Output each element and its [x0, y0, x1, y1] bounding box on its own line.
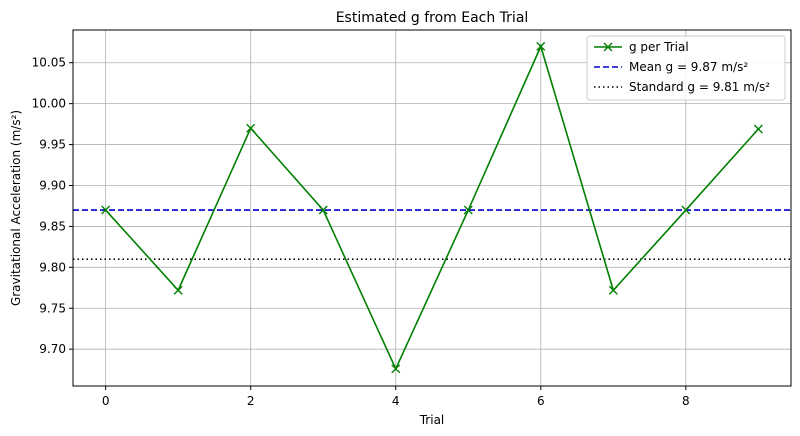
- data-point: [391, 364, 401, 374]
- y-tick-label: 9.80: [39, 260, 66, 274]
- data-point: [318, 205, 328, 215]
- data-point: [463, 205, 473, 215]
- y-axis: 9.70 9.75 9.80 9.85 9.90 9.95 10.00 10.05: [32, 56, 73, 356]
- x-tick-label: 2: [247, 394, 255, 408]
- chart-title: Estimated g from Each Trial: [336, 10, 529, 26]
- legend-label-standard: Standard g = 9.81 m/s²: [629, 80, 770, 94]
- data-point: [681, 205, 691, 215]
- y-tick-label: 9.90: [39, 178, 66, 192]
- legend-box: [586, 35, 786, 101]
- y-tick-label: 9.85: [39, 219, 66, 233]
- y-tick-label: 10.00: [32, 97, 66, 111]
- data-point: [536, 41, 546, 51]
- data-point: [753, 124, 763, 134]
- y-tick-label: 9.95: [39, 138, 66, 152]
- plot-frame: [72, 29, 792, 387]
- legend-label-mean: Mean g = 9.87 m/s²: [629, 60, 748, 74]
- series: [101, 41, 763, 374]
- x-tick-label: 4: [392, 394, 400, 408]
- x-axis: 0 2 4 6 8: [102, 386, 690, 408]
- reference-lines: [73, 209, 791, 260]
- x-tick-label: 8: [682, 394, 690, 408]
- x-tick-label: 6: [537, 394, 545, 408]
- y-tick-label: 10.05: [32, 56, 66, 70]
- x-tick-label: 0: [102, 394, 110, 408]
- y-tick-label: 9.70: [39, 342, 66, 356]
- data-point: [246, 123, 256, 133]
- x-axis-label: Trial: [419, 413, 445, 427]
- data-point: [101, 205, 111, 215]
- y-tick-label: 9.75: [39, 301, 66, 315]
- y-axis-label: Gravitational Acceleration (m/s²): [9, 110, 23, 306]
- legend-label-series: g per Trial: [629, 40, 689, 54]
- legend-marker-x: [603, 42, 613, 52]
- data-point: [173, 285, 183, 295]
- legend: g per Trial Mean g = 9.87 m/s² Standard …: [586, 35, 786, 101]
- data-point: [608, 285, 618, 295]
- series-line: [105, 44, 759, 371]
